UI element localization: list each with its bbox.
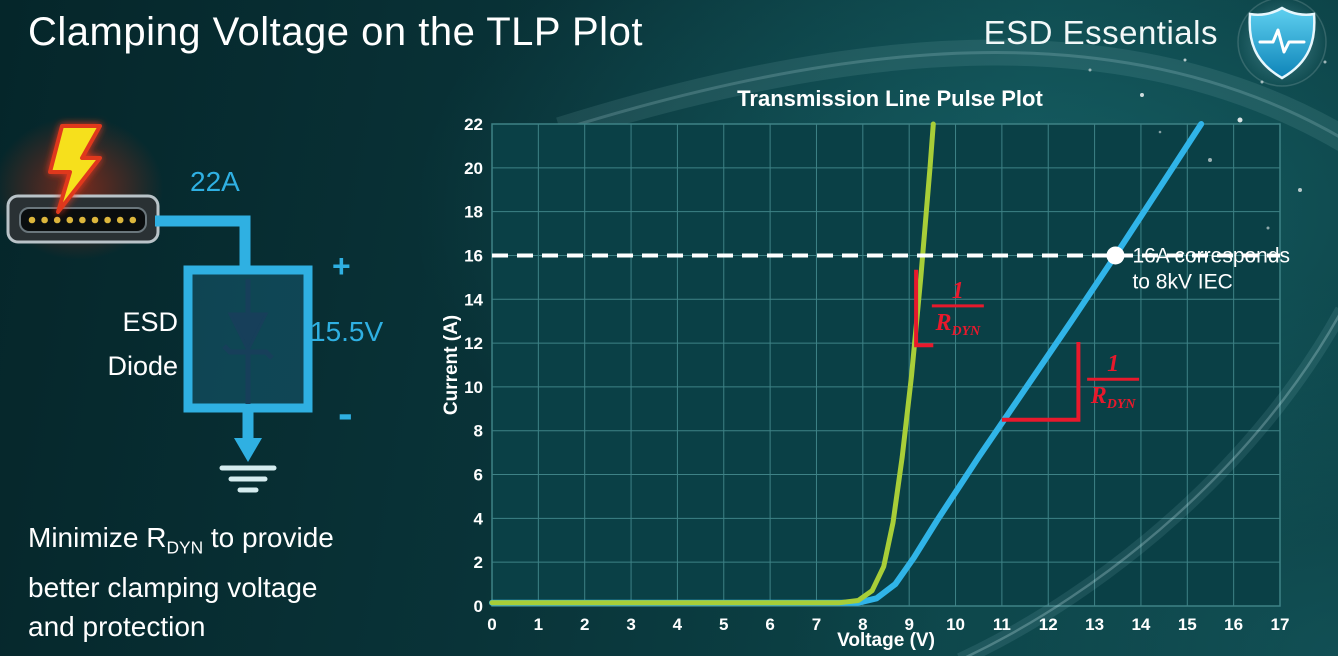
svg-text:to 8kV IEC: to 8kV IEC <box>1132 270 1232 293</box>
minus-label: - <box>338 389 353 438</box>
svg-text:17: 17 <box>1271 615 1290 634</box>
esd-diode-label: ESD Diode <box>40 300 178 388</box>
svg-text:0: 0 <box>474 597 483 616</box>
svg-text:22: 22 <box>464 115 483 134</box>
plus-label: + <box>332 248 351 284</box>
svg-text:2: 2 <box>580 615 589 634</box>
footer-note-line3: and protection <box>28 610 206 642</box>
svg-text:Current (A): Current (A) <box>441 315 462 415</box>
svg-text:16: 16 <box>464 246 483 265</box>
svg-text:16: 16 <box>1224 615 1243 634</box>
svg-text:10: 10 <box>946 615 965 634</box>
down-arrow-icon <box>234 438 262 462</box>
svg-text:9: 9 <box>904 615 913 634</box>
svg-text:1: 1 <box>952 278 964 304</box>
current-label: 22A <box>190 166 240 197</box>
svg-text:11: 11 <box>993 615 1011 634</box>
footer-note-line2: better clamping voltage <box>28 571 318 603</box>
ground-icon <box>219 465 277 493</box>
brand-title: ESD Essentials <box>983 14 1218 51</box>
svg-text:12: 12 <box>1039 615 1058 634</box>
clamp-voltage-label: 15.5V <box>310 316 384 347</box>
svg-text:20: 20 <box>464 159 483 178</box>
svg-text:3: 3 <box>626 615 635 634</box>
svg-text:8: 8 <box>858 615 867 634</box>
page-title: Clamping Voltage on the TLP Plot <box>28 10 643 54</box>
esd-diode-label-line2: Diode <box>107 351 178 381</box>
svg-text:2: 2 <box>474 553 483 572</box>
svg-text:1: 1 <box>534 615 543 634</box>
shield-logo-icon <box>1236 0 1328 88</box>
footer-note-line1: Minimize RDYN to provide <box>28 522 334 558</box>
heartbeat-icon <box>1258 28 1306 54</box>
svg-text:5: 5 <box>719 615 728 634</box>
svg-text:10: 10 <box>464 378 483 397</box>
rdyn-subscript: DYN <box>166 537 204 558</box>
esd-diode-label-line1: ESD <box>122 307 178 337</box>
svg-text:4: 4 <box>673 615 683 634</box>
lightning-bolt-icon <box>48 124 102 214</box>
footer-note: Minimize RDYN to provide better clamping… <box>28 518 334 646</box>
svg-text:14: 14 <box>1131 615 1150 634</box>
svg-text:1: 1 <box>1107 351 1119 377</box>
svg-text:0: 0 <box>487 615 496 634</box>
svg-text:RDYN: RDYN <box>1090 383 1137 412</box>
chart-title: Transmission Line Pulse Plot <box>737 86 1043 111</box>
svg-text:13: 13 <box>1085 615 1104 634</box>
svg-text:16A corresponds: 16A corresponds <box>1132 244 1290 267</box>
svg-text:4: 4 <box>474 509 484 528</box>
hdmi-connector-icon <box>6 194 160 244</box>
svg-text:15: 15 <box>1178 615 1197 634</box>
svg-text:8: 8 <box>474 422 483 441</box>
svg-text:12: 12 <box>464 334 483 353</box>
svg-text:14: 14 <box>464 290 483 309</box>
svg-text:18: 18 <box>464 203 483 222</box>
esd-circuit-diagram <box>0 116 313 493</box>
diode-symbol-icon <box>222 279 274 404</box>
tlp-chart-canvas: 0 1 2 3 4 5 6 7 8 9 10 11 12 13 14 15 16 1702468101214161… <box>441 115 1290 651</box>
svg-text:7: 7 <box>812 615 821 634</box>
wire <box>155 215 251 272</box>
svg-text:6: 6 <box>765 615 774 634</box>
svg-text:Voltage (V): Voltage (V) <box>837 630 935 651</box>
svg-text:6: 6 <box>474 466 483 485</box>
svg-text:RDYN: RDYN <box>934 310 981 339</box>
